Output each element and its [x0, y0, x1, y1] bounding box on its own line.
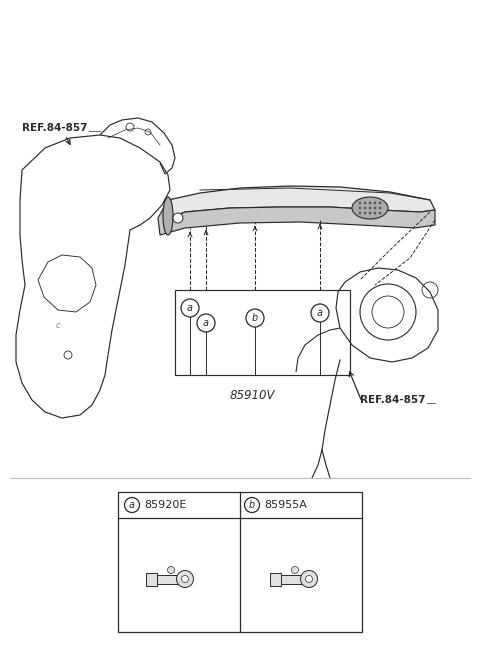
Bar: [156, 575, 178, 584]
Text: c: c: [56, 321, 60, 330]
Circle shape: [291, 566, 299, 574]
Circle shape: [197, 314, 215, 332]
Text: 85910V: 85910V: [230, 389, 275, 402]
Text: REF.84-857: REF.84-857: [22, 123, 87, 133]
Circle shape: [124, 497, 140, 512]
Text: 85920E: 85920E: [144, 500, 186, 510]
Circle shape: [244, 497, 260, 512]
Bar: [118, 492, 362, 632]
Circle shape: [181, 299, 199, 317]
Circle shape: [311, 304, 329, 322]
Polygon shape: [158, 200, 435, 235]
Circle shape: [359, 202, 361, 204]
Text: a: a: [203, 318, 209, 328]
Circle shape: [305, 576, 312, 583]
Circle shape: [300, 570, 317, 587]
Circle shape: [374, 202, 376, 204]
Circle shape: [374, 207, 376, 210]
Bar: [146, 573, 157, 586]
Circle shape: [177, 570, 193, 587]
Circle shape: [181, 576, 189, 583]
Circle shape: [359, 207, 361, 210]
Circle shape: [364, 202, 366, 204]
Polygon shape: [165, 186, 435, 218]
Bar: [270, 573, 281, 586]
Bar: [280, 575, 302, 584]
Circle shape: [173, 213, 183, 223]
Circle shape: [246, 309, 264, 327]
Text: 85955A: 85955A: [264, 500, 307, 510]
Text: b: b: [252, 313, 258, 323]
Circle shape: [369, 207, 372, 210]
Bar: [175, 290, 350, 375]
Circle shape: [369, 212, 372, 214]
Circle shape: [379, 207, 381, 210]
Circle shape: [364, 212, 366, 214]
Circle shape: [374, 212, 376, 214]
Circle shape: [364, 207, 366, 210]
Ellipse shape: [163, 197, 173, 235]
Text: a: a: [317, 308, 323, 318]
Circle shape: [168, 566, 175, 574]
Circle shape: [359, 212, 361, 214]
Text: b: b: [249, 500, 255, 510]
Ellipse shape: [352, 197, 388, 219]
Text: a: a: [187, 303, 193, 313]
Text: a: a: [129, 500, 135, 510]
Circle shape: [379, 212, 381, 214]
Circle shape: [379, 202, 381, 204]
Text: REF.84-857: REF.84-857: [360, 395, 425, 405]
Circle shape: [369, 202, 372, 204]
